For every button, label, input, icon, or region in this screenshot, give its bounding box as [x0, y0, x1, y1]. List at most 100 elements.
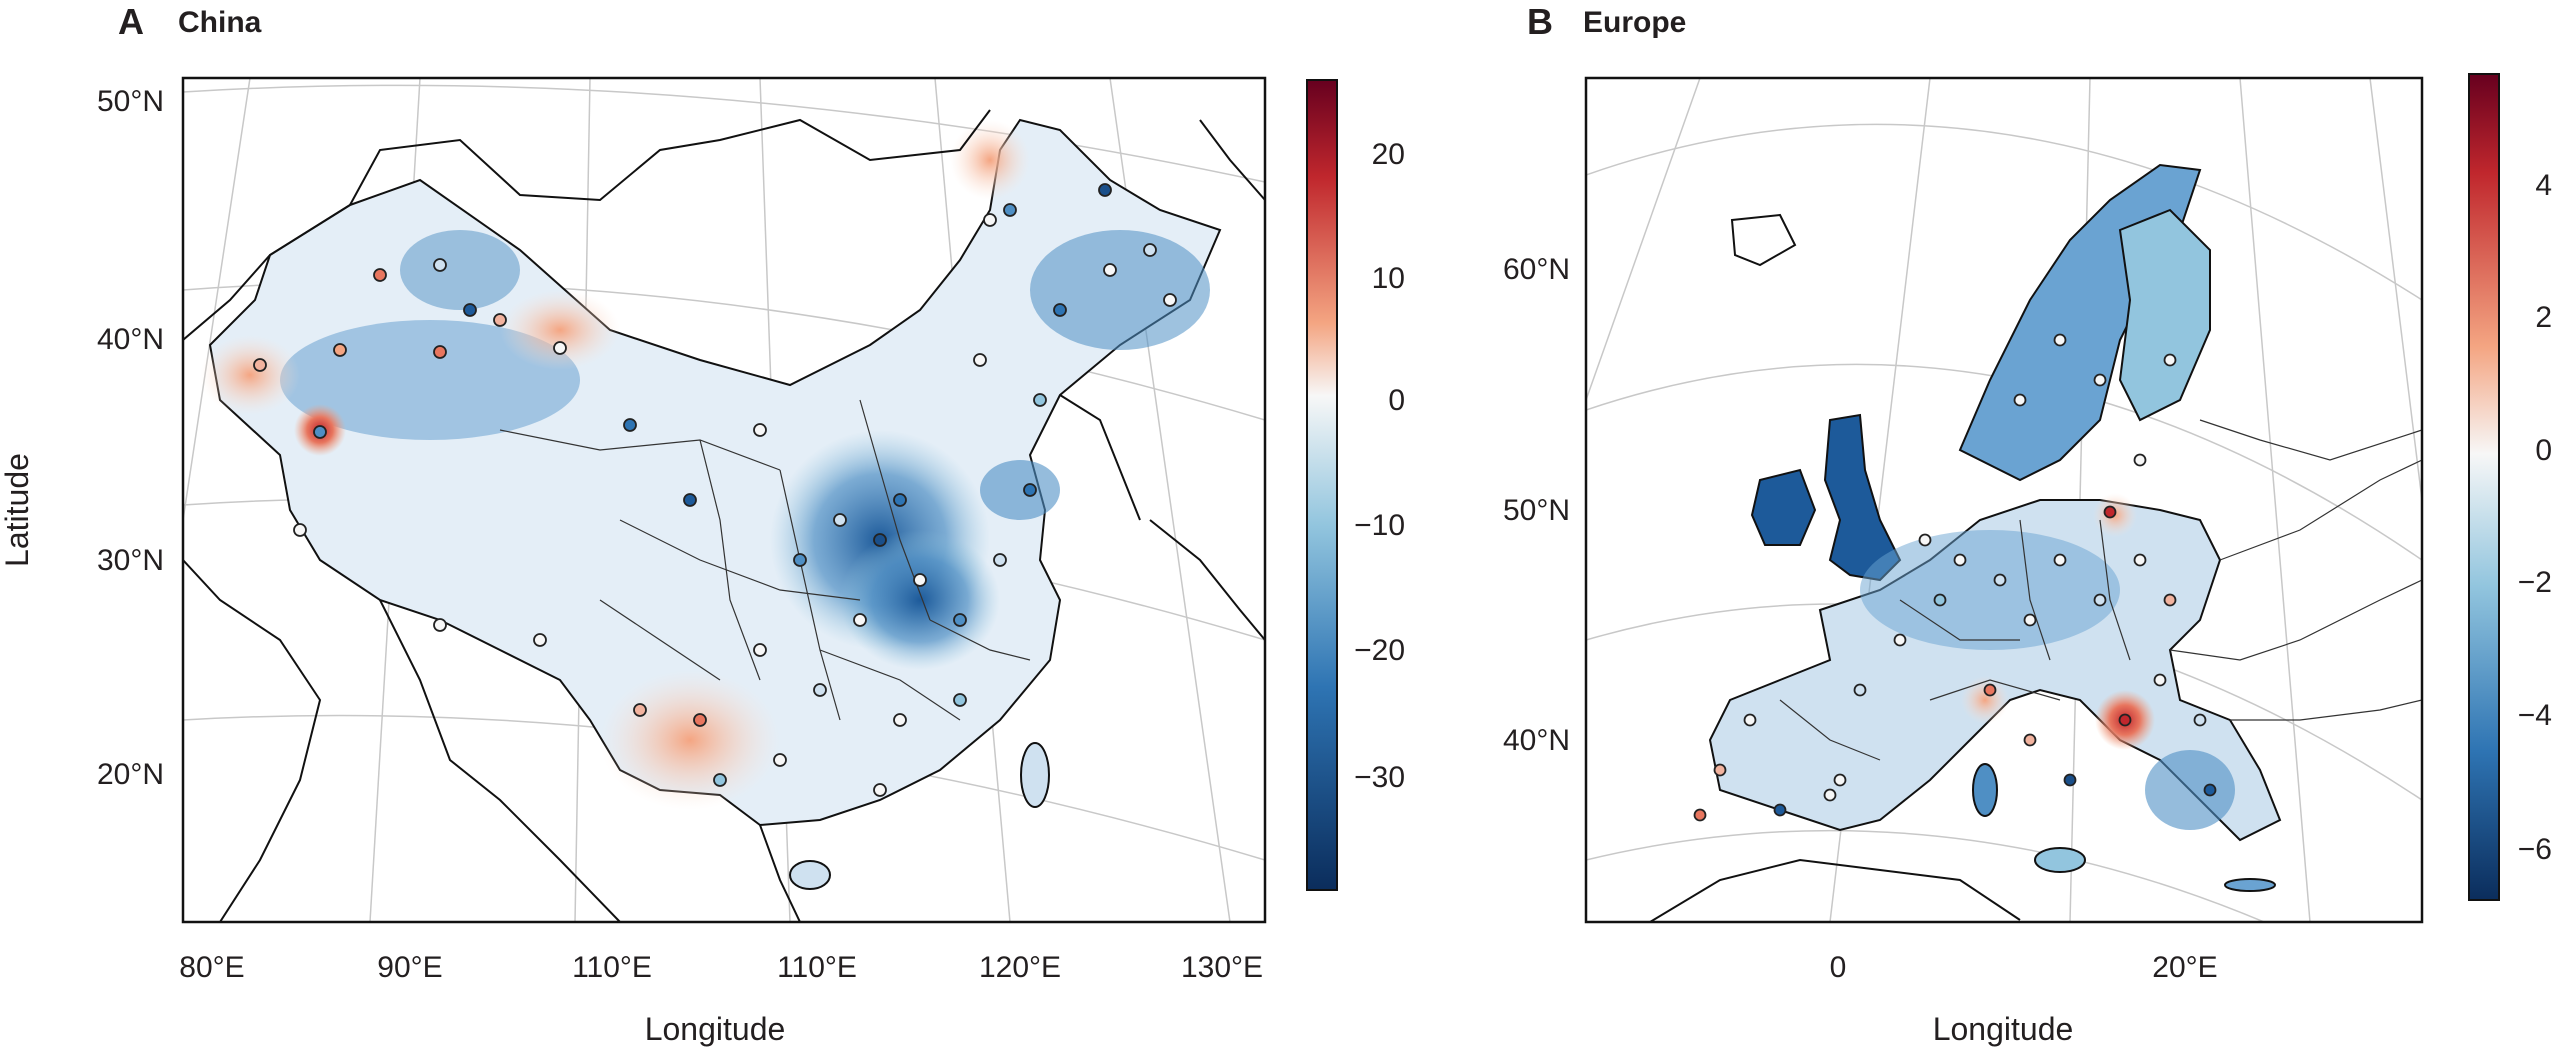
station-marker: [313, 425, 327, 439]
northeast-cold-zone: [1030, 230, 1210, 350]
sicily-island: [2034, 847, 2086, 873]
station-marker: [1003, 203, 1017, 217]
station-marker: [873, 533, 887, 547]
station-marker: [293, 523, 307, 537]
station-marker: [973, 353, 987, 367]
europe-panel-letter: B: [1527, 1, 1553, 42]
china-panel: A China: [0, 1, 1405, 1047]
colorbar-tick-label: 20: [1372, 138, 1405, 171]
station-marker: [2163, 593, 2177, 607]
station-marker: [953, 613, 967, 627]
station-marker: [1933, 593, 1947, 607]
china-colorbar: [1306, 79, 1338, 891]
station-marker: [693, 713, 707, 727]
colorbar-tick-label: −4: [2518, 699, 2552, 732]
tarim-cold-zone: [280, 320, 580, 440]
station-marker: [1713, 763, 1727, 777]
station-marker: [433, 258, 447, 272]
station-marker: [1953, 553, 1967, 567]
station-marker: [1098, 183, 1112, 197]
station-marker: [1743, 713, 1757, 727]
station-marker: [2023, 733, 2037, 747]
europe-country-borders: [1779, 419, 2422, 761]
china-y-axis-title: Latitude: [0, 453, 35, 567]
station-marker: [493, 313, 507, 327]
y-tick-label: 40°N: [97, 323, 164, 356]
greece-cold-zone: [2145, 750, 2235, 830]
station-marker: [2053, 333, 2067, 347]
colorbar-tick-label: 0: [1388, 384, 1405, 417]
europe-y-ticks: 60°N 50°N 40°N: [1503, 253, 1570, 757]
colorbar-tick-label: 10: [1372, 262, 1405, 295]
x-tick-label: 110°E: [572, 951, 652, 984]
x-tick-label: 120°E: [979, 951, 1061, 984]
station-marker: [553, 341, 567, 355]
west-warm-zone: [200, 335, 300, 415]
station-marker: [833, 513, 847, 527]
station-marker: [893, 713, 907, 727]
dzungaria-cold-zone: [400, 230, 520, 310]
station-marker: [893, 493, 907, 507]
central-europe-cold-zone: [1860, 530, 2120, 650]
station-marker: [1103, 263, 1117, 277]
china-panel-title: China: [178, 6, 262, 39]
east-china-cold-zone: [840, 530, 1000, 670]
station-marker: [1163, 293, 1177, 307]
station-marker: [533, 633, 547, 647]
station-marker: [1033, 393, 1047, 407]
gansu-warm-zone: [500, 290, 620, 370]
station-marker: [2053, 553, 2067, 567]
station-marker: [633, 703, 647, 717]
y-tick-label: 60°N: [1503, 253, 1570, 286]
europe-colorbar-ticks: 4 2 0 −2 −4 −6: [2518, 169, 2552, 866]
china-stations: [253, 183, 1177, 797]
station-marker: [333, 343, 347, 357]
finland-landmass: [2118, 208, 2211, 422]
china-y-ticks: 50°N 40°N 30°N 20°N: [97, 85, 164, 791]
station-marker: [2093, 373, 2107, 387]
crete-island: [2224, 878, 2276, 892]
station-marker: [2133, 553, 2147, 567]
north-africa-coast: [1649, 858, 2021, 922]
station-marker: [1053, 303, 1067, 317]
colorbar-tick-label: 0: [2535, 434, 2552, 467]
x-tick-label: 110°E: [777, 951, 857, 984]
station-marker: [713, 773, 727, 787]
station-marker: [373, 268, 387, 282]
china-province-borders: [499, 399, 1031, 721]
station-marker: [1823, 788, 1837, 802]
y-tick-label: 40°N: [1503, 724, 1570, 757]
station-marker: [2093, 593, 2107, 607]
yunnan-warm-zone: [600, 670, 780, 810]
china-map-area: [183, 78, 1265, 922]
colorbar-tick-label: −2: [2518, 566, 2552, 599]
alps-warm-zone: [1961, 676, 2009, 724]
y-tick-label: 30°N: [97, 544, 164, 577]
europe-stations: [1693, 333, 2217, 822]
station-marker: [853, 613, 867, 627]
station-marker: [813, 683, 827, 697]
station-marker: [433, 618, 447, 632]
station-marker: [1853, 683, 1867, 697]
x-tick-label: 90°E: [377, 951, 442, 984]
colorbar-tick-label: 2: [2535, 301, 2552, 334]
station-marker: [753, 643, 767, 657]
station-marker: [2153, 673, 2167, 687]
station-marker: [913, 573, 927, 587]
station-marker: [1833, 773, 1847, 787]
station-marker: [753, 423, 767, 437]
station-marker: [1023, 483, 1037, 497]
china-neighbour-borders: [183, 109, 1265, 922]
y-tick-label: 50°N: [97, 85, 164, 118]
station-marker: [1983, 683, 1997, 697]
station-marker: [623, 418, 637, 432]
colorbar-tick-label: −30: [1354, 761, 1405, 794]
iceland-outline: [1730, 213, 1797, 267]
station-marker: [2063, 773, 2077, 787]
station-marker: [1693, 808, 1707, 822]
station-marker: [2193, 713, 2207, 727]
station-marker: [773, 753, 787, 767]
taiwan-island: [1020, 742, 1050, 808]
station-marker: [2163, 353, 2177, 367]
colorbar-tick-label: −10: [1354, 509, 1405, 542]
